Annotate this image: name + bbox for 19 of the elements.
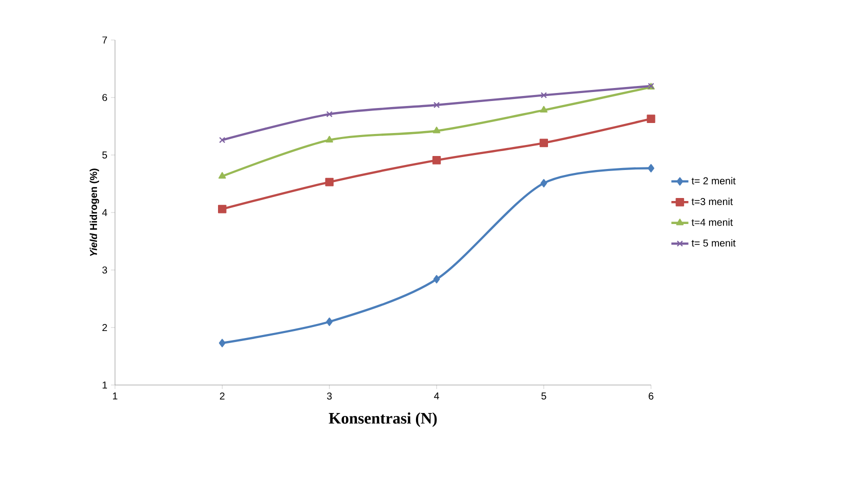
legend-label: t=3 menit	[692, 198, 733, 206]
x-tick-label: 3	[327, 392, 332, 400]
x-tick-label: 5	[541, 392, 546, 400]
legend-label: t= 5 menit	[692, 239, 736, 247]
x-axis-title: Konsentrasi (N)	[328, 412, 437, 427]
y-tick-label: 5	[102, 152, 108, 158]
x-tick-label: 6	[648, 392, 654, 400]
y-tick-label: 3	[102, 266, 108, 274]
y-axis-title: Yield Hidrogen (%)	[90, 168, 100, 256]
legend-label: t= 2 menit	[692, 177, 736, 184]
y-tick-label: 7	[102, 36, 107, 44]
y-tick-label: 1	[102, 382, 107, 388]
x-tick-label: 1	[112, 392, 118, 400]
y-tick-label: 2	[102, 324, 107, 331]
legend-label: t=4 menit	[692, 218, 733, 226]
x-tick-label: 2	[220, 392, 224, 400]
x-tick-label: 4	[434, 392, 440, 400]
y-tick-label: 6	[102, 94, 108, 102]
y-tick-label: 4	[102, 209, 108, 216]
